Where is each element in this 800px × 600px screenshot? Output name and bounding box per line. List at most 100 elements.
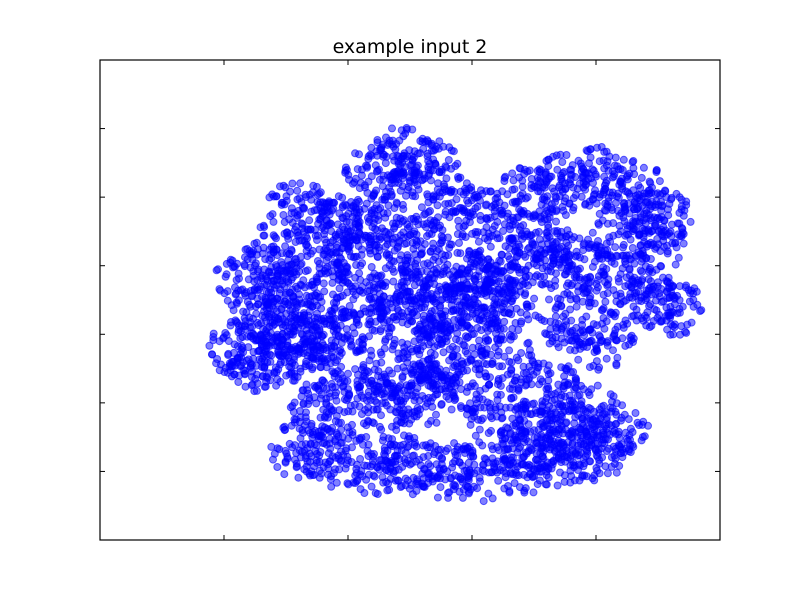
data-point [484, 489, 493, 498]
data-point [417, 203, 426, 212]
data-point [281, 183, 290, 192]
data-point [362, 161, 370, 170]
data-point [270, 449, 279, 458]
data-point [443, 317, 452, 326]
data-point [336, 321, 345, 330]
data-point [342, 165, 351, 174]
data-point [464, 199, 473, 208]
data-point [588, 228, 597, 237]
data-point [524, 338, 533, 347]
data-point [403, 152, 412, 161]
data-point [417, 303, 426, 312]
data-point [465, 323, 474, 332]
data-point [240, 262, 249, 271]
data-point [343, 423, 352, 432]
data-point [325, 402, 334, 411]
data-point [437, 372, 446, 381]
data-point [374, 382, 383, 391]
data-point [511, 405, 520, 414]
data-point [544, 155, 553, 164]
data-point [531, 272, 540, 281]
data-point [402, 191, 410, 200]
data-point [317, 394, 325, 403]
data-point [674, 253, 683, 262]
data-point [313, 205, 321, 214]
data-point [445, 325, 454, 334]
data-point [249, 314, 257, 323]
data-point [619, 243, 627, 252]
data-point [637, 173, 646, 182]
data-point [282, 192, 291, 201]
data-point [390, 312, 399, 321]
data-point [304, 426, 313, 435]
data-point [595, 409, 604, 418]
data-point [306, 457, 314, 466]
data-point [305, 361, 314, 370]
data-point [247, 292, 256, 301]
data-point [355, 387, 364, 396]
data-point [261, 382, 270, 391]
data-point [409, 244, 418, 253]
data-point [536, 187, 545, 196]
data-point [223, 296, 232, 305]
data-point [340, 334, 349, 343]
data-point [525, 212, 534, 221]
data-point [520, 291, 529, 299]
data-point [597, 143, 606, 151]
data-point [221, 272, 230, 281]
data-point [609, 346, 617, 355]
data-point [561, 309, 570, 318]
data-point [313, 190, 322, 199]
data-point [599, 270, 608, 279]
data-point [490, 212, 499, 221]
data-point [293, 186, 302, 195]
data-point [444, 395, 453, 403]
data-point [524, 420, 533, 429]
data-point [577, 192, 586, 201]
data-point [537, 407, 546, 416]
data-point [230, 357, 238, 366]
data-point [373, 490, 382, 498]
data-point [570, 476, 579, 485]
data-point [607, 203, 616, 212]
data-point [377, 350, 386, 359]
data-point [685, 297, 694, 306]
data-point [540, 195, 549, 204]
data-point [550, 187, 559, 196]
data-point [463, 410, 471, 419]
data-point [414, 185, 423, 194]
data-point [498, 267, 507, 276]
data-point [302, 232, 311, 241]
data-point [399, 348, 408, 357]
data-point [590, 476, 599, 485]
data-point [562, 329, 571, 338]
data-point [428, 477, 437, 486]
data-point [255, 346, 263, 355]
data-point [608, 253, 617, 262]
data-point [296, 364, 305, 373]
data-point [413, 149, 422, 158]
data-point [355, 269, 364, 278]
data-point [299, 276, 308, 285]
data-point [358, 245, 366, 254]
data-point [431, 253, 440, 262]
data-point [601, 462, 610, 471]
data-point [510, 197, 519, 206]
data-point [477, 347, 486, 356]
data-point [433, 264, 441, 273]
data-point [529, 370, 538, 379]
data-point [290, 268, 299, 277]
data-point [578, 173, 587, 182]
data-point [343, 278, 352, 287]
data-point [344, 209, 353, 218]
data-point [349, 308, 358, 317]
data-point [429, 239, 438, 248]
data-point [499, 324, 508, 333]
data-point [394, 283, 403, 291]
data-point [595, 209, 604, 218]
data-point [578, 297, 587, 306]
data-point [592, 199, 601, 208]
data-point [569, 461, 578, 470]
data-point [444, 156, 453, 164]
data-point [382, 251, 391, 260]
